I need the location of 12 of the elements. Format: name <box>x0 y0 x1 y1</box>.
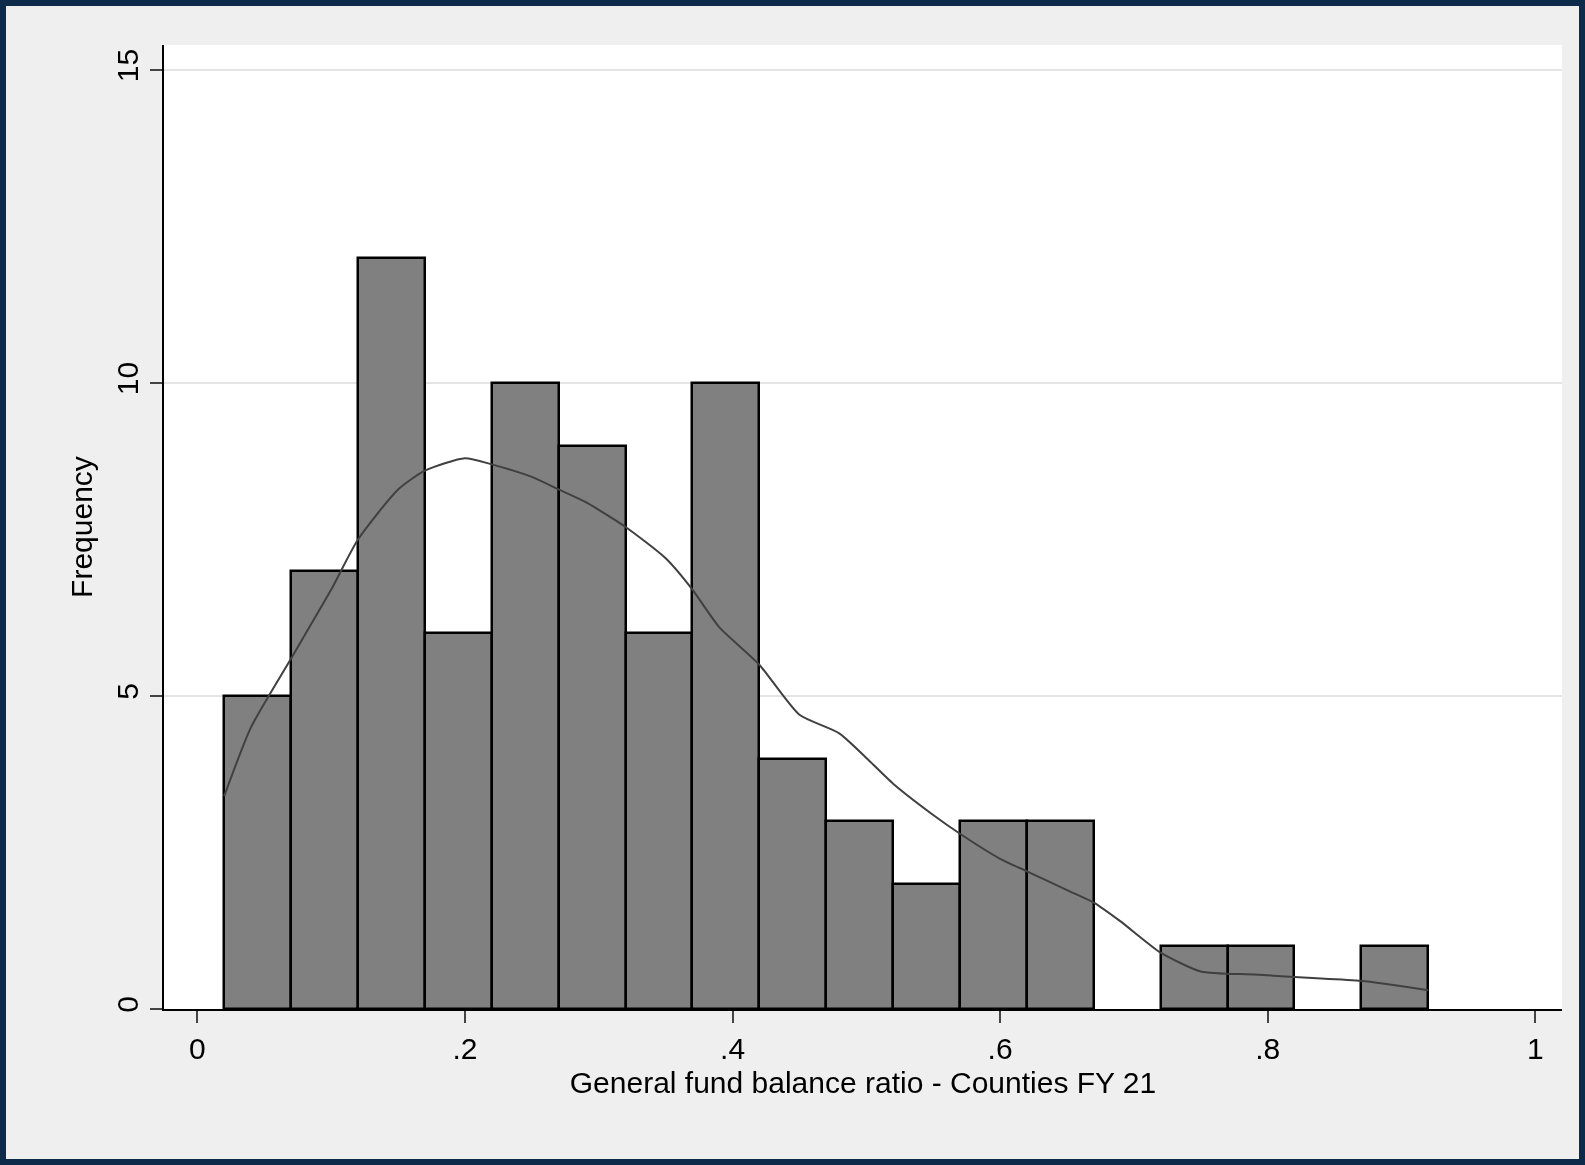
x-tick-label: .2 <box>452 1032 478 1065</box>
x-axis-title: General fund balance ratio - Counties FY 21 <box>569 1066 1157 1099</box>
y-tick-label: 5 <box>111 683 144 700</box>
y-tick-label: 15 <box>111 48 144 83</box>
y-tick-label: 10 <box>111 361 144 396</box>
x-tick-label: .6 <box>987 1032 1013 1065</box>
y-axis-title: Frequency <box>64 456 98 598</box>
x-tick-label: 0 <box>189 1032 206 1065</box>
x-tick-label: 1 <box>1526 1032 1544 1065</box>
y-tick-label: 0 <box>111 996 144 1013</box>
x-tick-label: .4 <box>720 1032 746 1065</box>
x-tick-label: .8 <box>1255 1032 1281 1065</box>
